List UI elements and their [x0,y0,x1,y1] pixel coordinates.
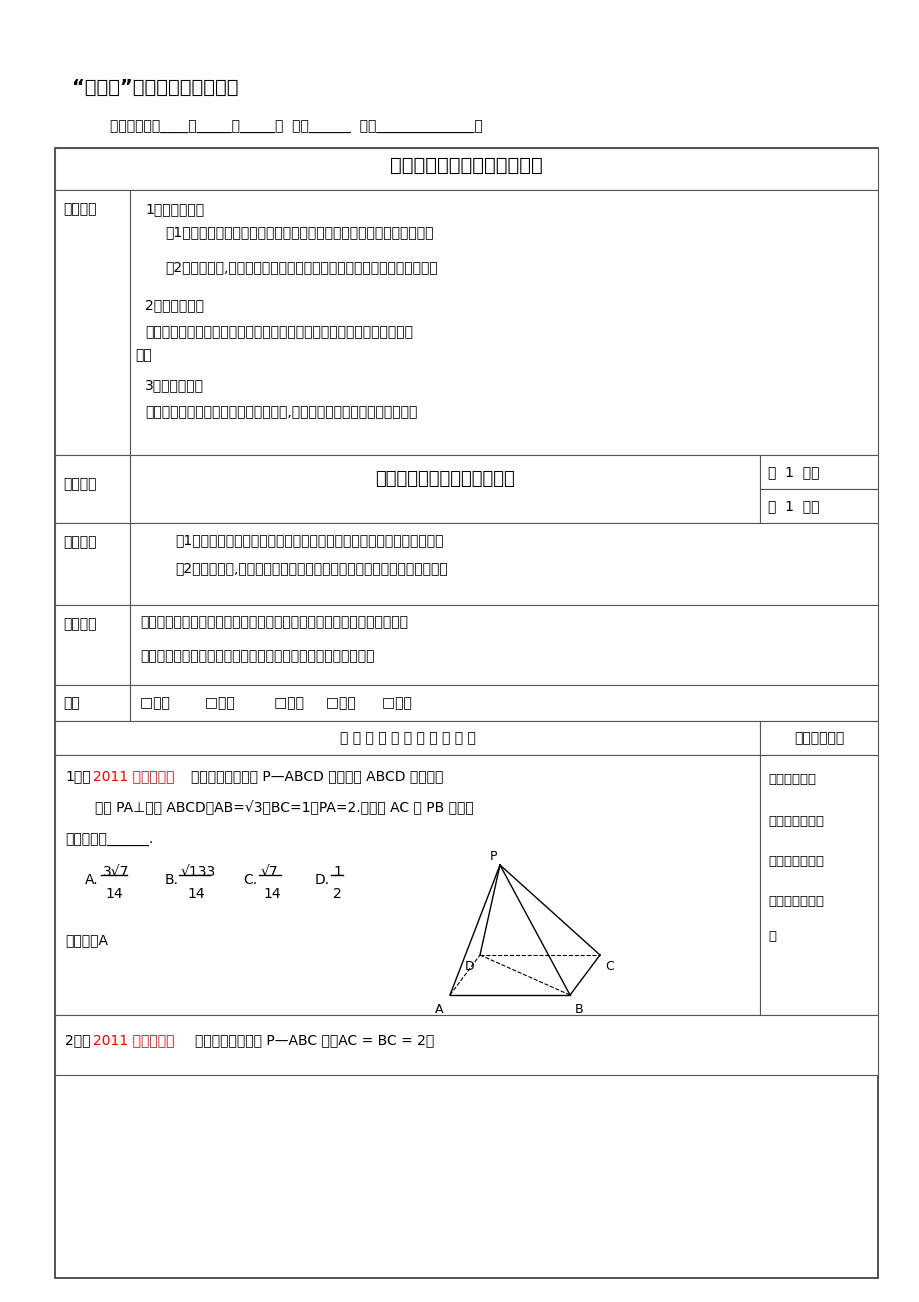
Text: □讲授        □习题         □复习     □讨论      □其它: □讲授 □习题 □复习 □讨论 □其它 [140,697,412,710]
Bar [55,148,877,190]
Text: 记: 记 [767,930,775,943]
Text: 3、情态与价值: 3、情态与价值 [145,378,204,392]
Text: 3√7: 3√7 [103,865,130,879]
Bar [130,454,759,523]
Text: “三四五”高效课堂教学设计：: “三四五”高效课堂教学设计： [72,78,238,98]
Bar [130,523,877,605]
Text: √133: √133 [181,865,216,879]
Text: 侧棱 PA⊥底面 ABCD，AB=√3，BC=1，PA=2.则直线 AC 与 PB 所成角: 侧棱 PA⊥底面 ABCD，AB=√3，BC=1，PA=2.则直线 AC 与 P… [95,801,473,815]
Text: 的解答情况，听: 的解答情况，听 [767,815,823,828]
Text: 重点难点: 重点难点 [62,617,96,631]
Bar [759,755,877,1016]
Text: 14: 14 [263,887,280,901]
Text: 2、过程与方法: 2、过程与方法 [145,298,204,312]
Bar [55,523,130,605]
Text: 第  1  课时: 第 1 课时 [767,499,819,513]
Text: （1）通过复习，使学生掌握异面直线夹角和直线与平面的夹角的求法；: （1）通过复习，使学生掌握异面直线夹角和直线与平面的夹角的求法； [175,533,443,547]
Text: P: P [490,850,497,863]
Text: C.: C. [243,874,256,887]
Text: 让学生先通过知识回顾，然后进行练习巩固，从而提高学生解决问题的能: 让学生先通过知识回顾，然后进行练习巩固，从而提高学生解决问题的能 [145,326,413,339]
Text: 1: 1 [333,865,342,879]
Text: D: D [464,960,474,973]
Text: 2011 全国卷改编: 2011 全国卷改编 [93,769,175,783]
Bar [130,605,877,685]
Bar [55,721,759,755]
Text: 空间角的概念及其求法习题课: 空间角的概念及其求法习题课 [375,470,515,488]
Text: （授课日期：____年_____月_____日  星期______  班级______________）: （授课日期：____年_____月_____日 星期______ 班级_____… [110,120,482,134]
Text: 重点：通过复习，使学生掌握异面直线夹角和直线与平面的夹角的求法。: 重点：通过复习，使学生掌握异面直线夹角和直线与平面的夹角的求法。 [140,615,407,629]
Text: 老师的解析，认: 老师的解析，认 [767,855,823,868]
Bar [55,1016,877,1075]
Text: B.: B. [165,874,179,887]
Bar [130,190,877,454]
Text: A: A [435,1003,443,1016]
Text: 2: 2 [333,887,341,901]
Text: 14: 14 [105,887,122,901]
Bar [55,148,877,1279]
Text: 真思考，做好笔: 真思考，做好笔 [767,894,823,907]
Text: （2）通过练习,使学生能较好的运用向量的方法解决有关求夹角的问题。: （2）通过练习,使学生能较好的运用向量的方法解决有关求夹角的问题。 [165,260,437,273]
Text: 授课题目: 授课题目 [62,477,96,491]
Text: A.: A. [85,874,98,887]
Bar [55,190,130,454]
Text: 的余弦值是______.: 的余弦值是______. [65,833,153,848]
Bar [55,454,130,523]
Text: B: B [574,1003,583,1016]
Text: C: C [605,960,613,973]
Text: 力。: 力。 [135,348,152,362]
Text: 教 学 内 容 与 教 师 活 动 设 计: 教 学 内 容 与 教 师 活 动 设 计 [339,730,475,745]
Bar [55,605,130,685]
Text: ）如图，在四棱锥 P—ABCD 中，底面 ABCD 为矩形，: ）如图，在四棱锥 P—ABCD 中，底面 ABCD 为矩形， [191,769,443,783]
Text: （1）通过复习，使学生掌握异面直线夹角和直线与平面的夹角的求法；: （1）通过复习，使学生掌握异面直线夹角和直线与平面的夹角的求法； [165,225,433,240]
Text: 空间角的概念及其求法习题课: 空间角的概念及其求法习题课 [390,156,542,174]
Bar [130,685,877,721]
Bar [55,755,759,1016]
Text: 明确目标: 明确目标 [62,535,96,549]
Bar [759,721,877,755]
Text: √7: √7 [261,865,278,879]
Text: 学生结合自己: 学生结合自己 [767,773,815,786]
Text: 2011 山东卷改编: 2011 山东卷改编 [93,1032,175,1047]
Text: （2）通过练习,使学生能较好的运用向量的方法解决有关求夹角的问题。: （2）通过练习,使学生能较好的运用向量的方法解决有关求夹角的问题。 [175,561,448,575]
Text: 【答案】A: 【答案】A [65,934,108,947]
Text: 拟  1  课时: 拟 1 课时 [767,465,819,479]
Text: 三维目标: 三维目标 [62,202,96,216]
Text: 2、（: 2、（ [65,1032,90,1047]
Bar [759,490,877,523]
Bar [759,454,877,490]
Text: 通过对用空间向量解决有关夹角的问题,培养自主学习、合作交流的精神。: 通过对用空间向量解决有关夹角的问题,培养自主学习、合作交流的精神。 [145,405,417,419]
Text: 课型: 课型 [62,697,80,710]
Text: 难点：使学生能较好的运用向量的方法解决有关求夹角的问题。: 难点：使学生能较好的运用向量的方法解决有关求夹角的问题。 [140,648,374,663]
Text: 1、（: 1、（ [65,769,91,783]
Text: 1、知识与技能: 1、知识与技能 [145,202,204,216]
Bar [55,685,130,721]
Text: 14: 14 [187,887,204,901]
Text: D.: D. [314,874,330,887]
Text: 学生活动过程: 学生活动过程 [793,730,844,745]
Text: ）如图，在三棱锥 P—ABC 中，AC = BC = 2，: ）如图，在三棱锥 P—ABC 中，AC = BC = 2， [195,1032,434,1047]
